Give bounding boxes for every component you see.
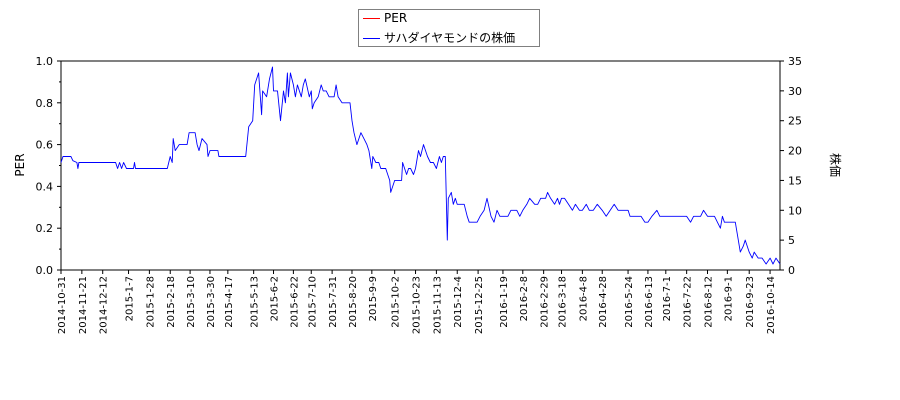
- x-tick-label: 2016-7-1: [662, 276, 673, 321]
- legend-label-stock-price: サハダイヤモンドの株価: [384, 31, 516, 45]
- legend-item-stock-price: サハダイヤモンドの株価: [363, 29, 515, 45]
- x-tick-label: 2015-8-20: [348, 276, 359, 328]
- x-tick-label: 2016-4-28: [598, 276, 609, 328]
- x-tick-label: 2016-6-13: [644, 276, 655, 328]
- right-tick-label: 5: [788, 234, 795, 247]
- x-tick-label: 2015-6-22: [289, 276, 300, 328]
- legend-item-per: PER: [363, 11, 407, 27]
- series-layer: [60, 66, 781, 265]
- right-tick-label: 25: [788, 115, 802, 128]
- right-tick-label: 10: [788, 204, 802, 217]
- plot-area: [60, 60, 781, 271]
- series-line-1: [60, 66, 781, 265]
- x-tick-label: 2016-9-1: [723, 276, 734, 321]
- x-tick-label: 2015-1-7: [125, 276, 136, 321]
- left-tick-label: 0.4: [36, 180, 54, 193]
- x-tick-label: 2015-6-2: [270, 276, 281, 321]
- x-tick-label: 2015-9-9: [368, 276, 379, 321]
- right-tick-label: 20: [788, 145, 802, 158]
- right-tick-label: 15: [788, 174, 802, 187]
- left-tick-label: 0.0: [36, 264, 54, 277]
- legend-label-per: PER: [384, 11, 408, 25]
- x-tick-label: 2016-2-8: [519, 276, 530, 321]
- x-tick-label: 2016-9-23: [745, 276, 756, 328]
- x-tick-label: 2016-2-29: [540, 276, 551, 328]
- legend-swatch-per: [363, 18, 380, 19]
- x-tick-label: 2015-2-18: [166, 276, 177, 328]
- x-tick-label: 2015-3-10: [186, 276, 197, 328]
- right-tick-label: 0: [788, 264, 795, 277]
- x-tick-label: 2014-10-31: [57, 276, 68, 334]
- right-tick-label: 35: [788, 55, 802, 68]
- x-tick-label: 2016-3-18: [558, 276, 569, 328]
- x-tick-label: 2016-10-14: [766, 276, 777, 334]
- left-tick-label: 0.6: [36, 139, 54, 152]
- x-tick-label: 2014-11-21: [78, 276, 89, 334]
- left-tick-label: 1.0: [36, 55, 54, 68]
- x-tick-label: 2015-7-10: [307, 276, 318, 328]
- left-axis-label: PER: [13, 153, 27, 176]
- right-axis-label: 株価: [828, 153, 843, 177]
- x-tick-label: 2016-5-24: [624, 276, 635, 328]
- x-tick-label: 2016-8-12: [704, 276, 715, 328]
- left-tick-label: 0.8: [36, 97, 54, 110]
- left-axis: 0.0 0.2 0.4 0.6 0.8 1.0: [36, 55, 61, 277]
- x-tick-label: 2015-12-4: [453, 276, 464, 328]
- x-tick-label: 2015-5-13: [250, 276, 261, 328]
- x-tick-label: 2014-12-12: [99, 276, 110, 334]
- legend: PER サハダイヤモンドの株価: [358, 9, 540, 47]
- x-tick-label: 2015-3-30: [206, 276, 217, 328]
- x-tick-label: 2015-10-23: [412, 276, 423, 334]
- x-axis: 2014-10-31 2014-11-21 2014-12-12 2015-1-7 20…: [57, 270, 777, 334]
- legend-swatch-stock-price: [363, 38, 380, 39]
- x-tick-label: 2015-7-31: [328, 276, 339, 328]
- x-tick-label: 2015-1-28: [145, 276, 156, 328]
- x-tick-label: 2016-4-8: [578, 276, 589, 321]
- x-tick-label: 2016-7-22: [683, 276, 694, 328]
- x-tick-label: 2015-11-13: [432, 276, 443, 334]
- x-tick-label: 2016-1-19: [499, 276, 510, 328]
- right-axis: 0 5 10 15 20 25 30 35: [780, 55, 802, 277]
- right-tick-label: 30: [788, 85, 802, 98]
- x-tick-label: 2015-10-2: [391, 276, 402, 328]
- left-tick-label: 0.2: [36, 222, 54, 235]
- x-tick-label: 2015-12-25: [474, 276, 485, 334]
- x-tick-label: 2015-4-17: [224, 276, 235, 328]
